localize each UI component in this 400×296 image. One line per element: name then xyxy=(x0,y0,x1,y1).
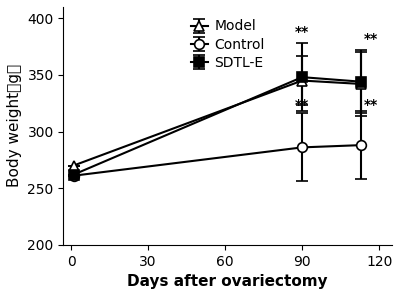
Text: **: ** xyxy=(295,25,309,39)
Text: **: ** xyxy=(364,99,378,112)
Y-axis label: Body weight（g）: Body weight（g） xyxy=(7,64,22,187)
Text: **: ** xyxy=(364,32,378,46)
Legend: Model, Control, SDTL-E: Model, Control, SDTL-E xyxy=(185,14,270,75)
Text: **: ** xyxy=(295,99,309,112)
X-axis label: Days after ovariectomy: Days after ovariectomy xyxy=(128,274,328,289)
